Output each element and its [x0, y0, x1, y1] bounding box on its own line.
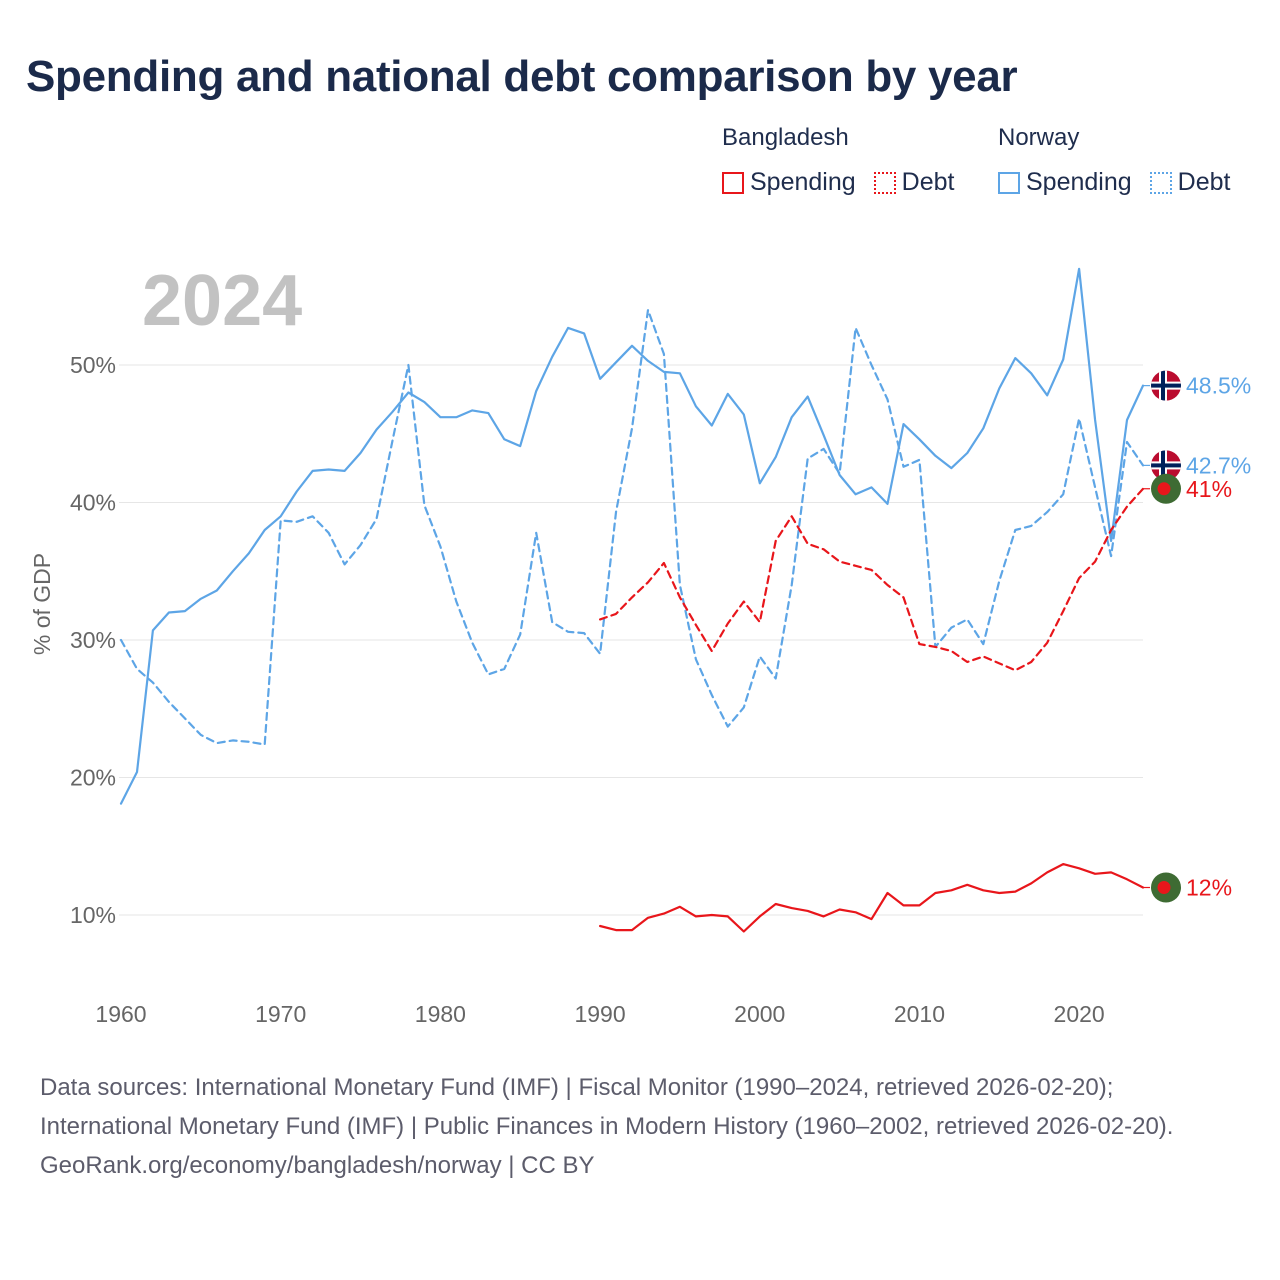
y-tick-label: 10%	[70, 902, 116, 928]
series-line-bangladesh-spending	[598, 862, 1145, 933]
x-tick-label: 1990	[574, 1001, 625, 1027]
legend-item-bangladesh-debt[interactable]: Debt	[873, 168, 955, 197]
end-marker-norway-spending	[1151, 370, 1181, 401]
legend-group-norway: Norway Spending Debt	[998, 124, 1230, 197]
y-axis-title: % of GDP	[29, 553, 55, 655]
x-tick-label: 1980	[415, 1001, 466, 1027]
legend-label: Debt	[901, 168, 955, 196]
legend-swatch-dotted	[873, 171, 896, 194]
end-value-label: 41%	[1186, 476, 1232, 502]
legend-item-bangladesh-spending[interactable]: Spending	[722, 168, 856, 197]
end-marker-bangladesh-debt	[1151, 473, 1181, 504]
data-sources: Data sources: International Monetary Fun…	[40, 1074, 1174, 1140]
x-tick-label: 2010	[894, 1001, 945, 1027]
bangladesh-flag-icon	[1151, 473, 1181, 504]
x-tick-label: 1960	[95, 1001, 146, 1027]
legend-swatch-dotted	[1149, 171, 1172, 194]
legend-swatch-solid	[722, 171, 744, 194]
y-tick-label: 40%	[70, 490, 116, 516]
series-layer	[119, 267, 1145, 933]
x-tick-label: 2020	[1054, 1001, 1105, 1027]
legend-item-norway-spending[interactable]: Spending	[998, 168, 1132, 197]
end-value-label: 48.5%	[1186, 373, 1251, 399]
norway-flag-icon	[1151, 370, 1181, 401]
end-value-label: 42.7%	[1186, 452, 1251, 478]
legend-group-label: Bangladesh	[722, 124, 849, 151]
grid-layer: 10% 20% 30% 40% 50% 1960 1970 1980 1990 2000 2010 2…	[70, 352, 1143, 1027]
end-marker-bangladesh-spending	[1151, 872, 1181, 903]
series-line-norway-debt	[119, 308, 1145, 746]
credit-link[interactable]: GeoRank.org/economy/bangladesh/norway | …	[40, 1152, 595, 1179]
y-tick-label: 50%	[70, 352, 116, 378]
legend-item-norway-debt[interactable]: Debt	[1149, 168, 1231, 197]
footer: Data sources: International Monetary Fun…	[40, 1068, 1240, 1185]
chart-title: Spending and national debt comparison by…	[26, 52, 1018, 101]
legend-label: Spending	[1026, 168, 1132, 196]
end-marker-layer: 48.5% 42.7%41% 12%	[1143, 370, 1251, 903]
y-tick-label: 20%	[70, 765, 116, 791]
x-tick-label: 2000	[734, 1001, 785, 1027]
series-line-norway-spending	[119, 267, 1145, 805]
end-value-label: 12%	[1186, 875, 1232, 901]
year-watermark: 2024	[142, 261, 302, 341]
legend-label: Spending	[750, 168, 856, 196]
legend-swatch-solid	[998, 171, 1020, 194]
x-tick-label: 1970	[255, 1001, 306, 1027]
line-chart: 10% 20% 30% 40% 50% 1960 1970 1980 1990 2000 2010 2…	[29, 261, 1251, 1027]
y-tick-label: 30%	[70, 627, 116, 653]
series-line-bangladesh-debt	[598, 487, 1145, 672]
legend-group-label: Norway	[998, 124, 1080, 151]
bangladesh-flag-icon	[1151, 872, 1181, 903]
legend-group-bangladesh: Bangladesh Spending Debt	[722, 124, 954, 197]
legend-label: Debt	[1177, 168, 1231, 196]
